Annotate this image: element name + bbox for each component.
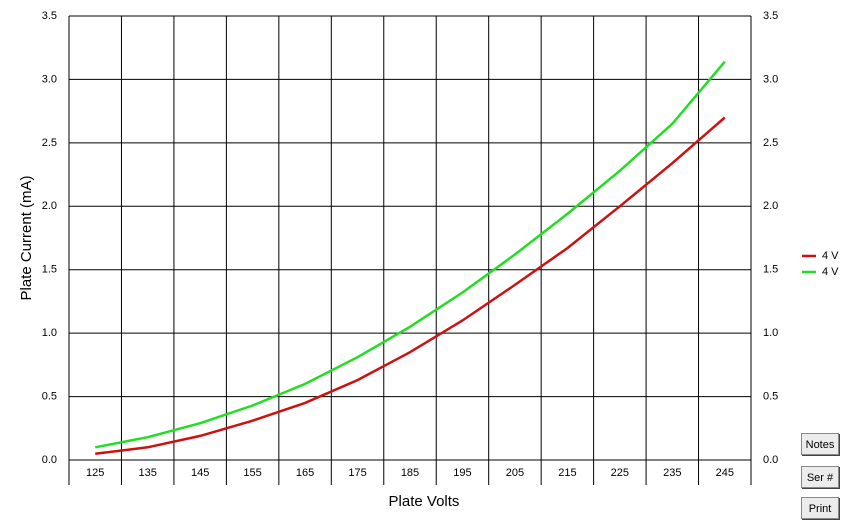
x-tick-label: 165: [296, 467, 314, 479]
y2-tick-label: 2.0: [763, 200, 778, 212]
x-tick-label: 225: [611, 467, 629, 479]
x-tick-label: 175: [348, 467, 366, 479]
x-tick-label: 155: [243, 467, 261, 479]
x-tick-label: 145: [191, 467, 209, 479]
series-line: [95, 116, 726, 455]
notes-button[interactable]: Notes: [801, 433, 839, 455]
y-tick-label: 2.0: [42, 200, 57, 212]
x-tick-label: 125: [86, 467, 104, 479]
y2-tick-label: 2.5: [763, 137, 778, 149]
y2-tick-label: 3.5: [763, 10, 778, 22]
x-tick-label: 185: [401, 467, 419, 479]
print-button[interactable]: Print: [801, 497, 839, 519]
y2-tick-label: 3.0: [763, 73, 778, 85]
serial-button[interactable]: Ser #: [801, 466, 839, 488]
x-tick-label: 135: [139, 467, 157, 479]
y-axis-label: Plate Current (mA): [18, 175, 35, 300]
y-tick-label: 1.5: [42, 264, 57, 276]
y-tick-label: 0.5: [42, 390, 57, 402]
y-tick-label: 0.0: [42, 454, 57, 466]
legend-label: 4 V: [822, 250, 839, 262]
y2-tick-label: 0.0: [763, 454, 778, 466]
x-tick-label: 235: [663, 467, 681, 479]
series-line: [94, 60, 726, 449]
y2-tick-label: 1.5: [763, 264, 778, 276]
legend-label: 4 V: [822, 266, 839, 278]
y2-tick-label: 0.5: [763, 390, 778, 402]
y-tick-label: 3.5: [42, 10, 57, 22]
y-tick-label: 1.0: [42, 327, 57, 339]
y-tick-label: 3.0: [42, 73, 57, 85]
y-tick-label: 2.5: [42, 137, 57, 149]
x-axis-label: Plate Volts: [389, 493, 460, 510]
y2-tick-label: 1.0: [763, 327, 778, 339]
x-tick-label: 245: [716, 467, 734, 479]
x-tick-label: 195: [453, 467, 471, 479]
x-tick-label: 215: [558, 467, 576, 479]
x-tick-label: 205: [506, 467, 524, 479]
